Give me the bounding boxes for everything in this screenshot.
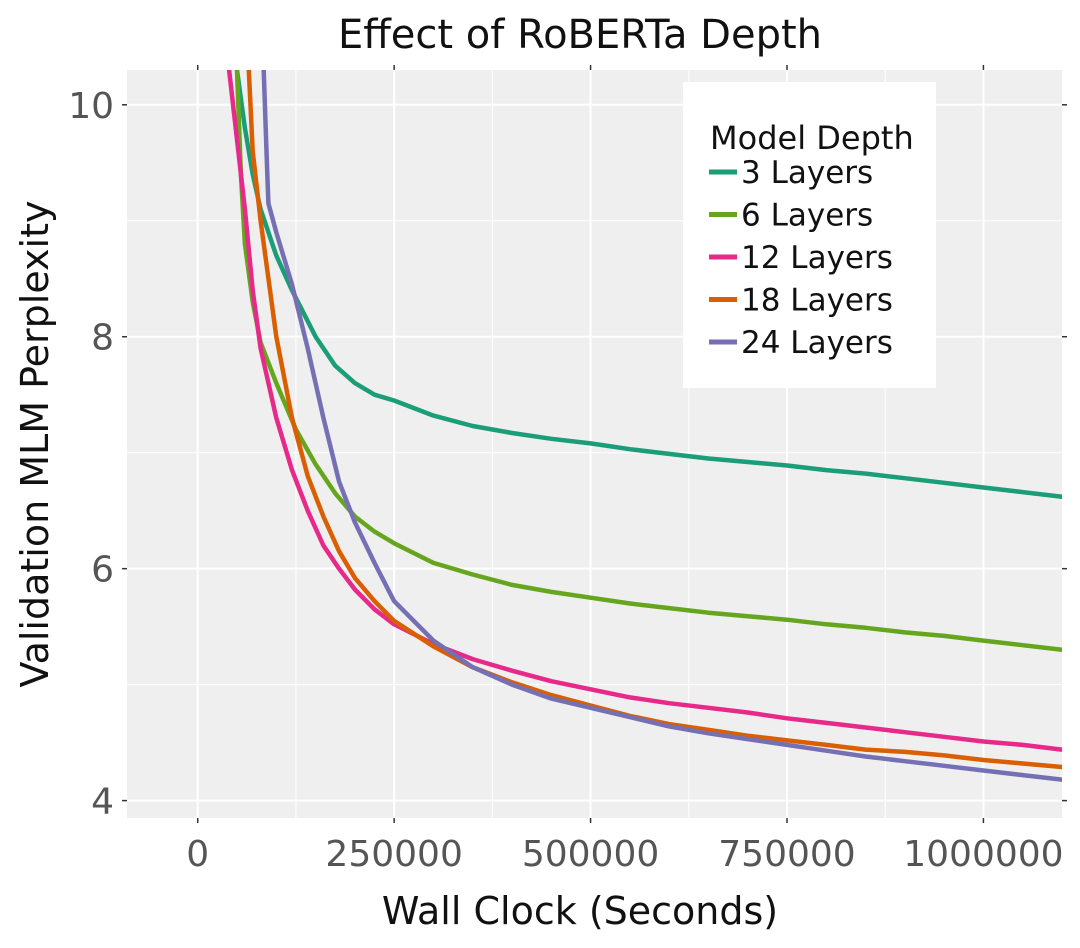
x-tick-label: 250000 xyxy=(325,834,462,875)
x-tick-label: 0 xyxy=(186,834,209,875)
x-tick-label: 500000 xyxy=(522,834,659,875)
legend-label-6-layers: 6 Layers xyxy=(741,198,873,234)
legend-label-18-layers: 18 Layers xyxy=(741,283,893,319)
legend-label-12-layers: 12 Layers xyxy=(741,240,893,276)
x-tick-label: 1000000 xyxy=(903,834,1063,875)
series-line-6-layers xyxy=(234,70,1062,653)
legend-items: 3 Layers 6 Layers 12 Layers 18 Layers 24 Lay… xyxy=(709,155,893,361)
axis-ticks xyxy=(122,65,1067,823)
legend-label-3-layers: 3 Layers xyxy=(741,155,873,191)
legend-label-24-layers: 24 Layers xyxy=(741,325,893,361)
legend-title: Model Depth xyxy=(710,119,914,157)
y-tick-label: 6 xyxy=(91,550,114,591)
series-line-3-layers xyxy=(234,70,1062,500)
y-axis-title: Validation MLM Perplexity xyxy=(13,201,57,688)
legend-box xyxy=(683,82,936,388)
legend: Model Depth 3 Layers 6 Layers 12 Layers 18 … xyxy=(683,82,936,388)
y-tick-label: 10 xyxy=(68,86,114,127)
y-tick-label: 4 xyxy=(91,782,114,823)
x-tick-label: 750000 xyxy=(718,834,855,875)
series-line-24-layers xyxy=(261,70,1062,782)
x-tick-labels: 0 250000 500000 750000 1000000 xyxy=(186,834,1063,875)
series-line-12-layers xyxy=(226,70,1062,752)
x-axis-title: Wall Clock (Seconds) xyxy=(382,889,778,933)
series-layer xyxy=(226,70,1062,782)
chart-title: Effect of RoBERTa Depth xyxy=(338,12,822,58)
series-line-18-layers xyxy=(246,70,1062,770)
y-tick-label: 8 xyxy=(91,318,114,359)
y-tick-labels: 4 6 8 10 xyxy=(68,86,114,823)
